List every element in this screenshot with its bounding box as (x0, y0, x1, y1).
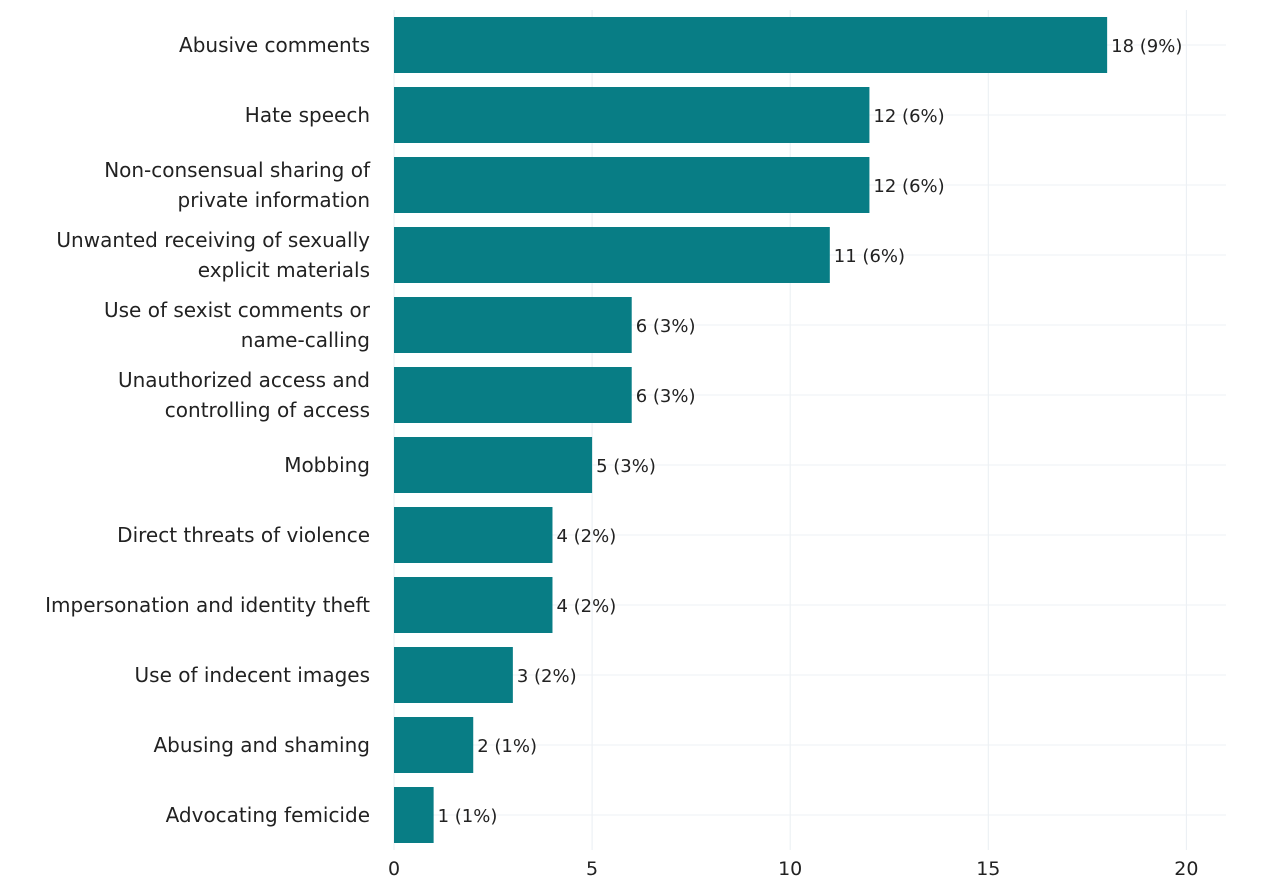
category-label-11: Advocating femicide (166, 803, 370, 827)
category-label-4: Use of sexist comments or name-calling (104, 298, 371, 352)
data-label-7: 4 (2%) (556, 526, 616, 547)
category-label-line: Impersonation and identity theft (45, 593, 370, 617)
category-label-6: Mobbing (284, 453, 370, 477)
x-tick-label-0: 0 (388, 858, 400, 880)
category-label-line: name-calling (241, 328, 370, 352)
category-label-8: Impersonation and identity theft (45, 593, 370, 617)
category-label-line: Use of indecent images (135, 663, 370, 687)
bar-10 (394, 717, 474, 773)
category-label-10: Abusing and shaming (153, 733, 370, 757)
category-label-line: Abusing and shaming (153, 733, 370, 757)
category-label-line: controlling of access (165, 398, 370, 422)
bar-4 (394, 297, 632, 353)
bar-5 (394, 367, 632, 423)
category-label-line: Advocating femicide (166, 803, 370, 827)
category-label-line: Use of sexist comments or (104, 298, 371, 322)
category-label-5: Unauthorized access and controlling of ac… (118, 368, 370, 422)
bars (394, 17, 1108, 843)
data-label-8: 4 (2%) (556, 596, 616, 617)
data-label-0: 18 (9%) (1111, 36, 1182, 57)
bar-0 (394, 17, 1108, 73)
data-label-11: 1 (1%) (438, 806, 498, 827)
x-tick-label-20: 20 (1174, 858, 1198, 880)
data-label-4: 6 (3%) (636, 316, 696, 337)
data-label-2: 12 (6%) (873, 176, 944, 197)
x-axis-tick-labels: 0 5 10 15 20 (388, 858, 1199, 880)
data-label-1: 12 (6%) (873, 106, 944, 127)
data-label-9: 3 (2%) (517, 666, 577, 687)
category-label-line: Mobbing (284, 453, 370, 477)
category-label-line: Unwanted receiving of sexually (56, 228, 370, 252)
data-label-3: 11 (6%) (834, 246, 905, 267)
category-label-0: Abusive comments (179, 33, 370, 57)
x-tick-label-5: 5 (586, 858, 598, 880)
category-label-3: Unwanted receiving of sexually explicit m… (56, 228, 370, 282)
data-label-6: 5 (3%) (596, 456, 656, 477)
bar-1 (394, 87, 870, 143)
category-label-line: Abusive comments (179, 33, 370, 57)
category-label-9: Use of indecent images (135, 663, 370, 687)
category-label-line: private information (178, 188, 371, 212)
category-labels: Abusive comments Hate speech Non-consensua… (45, 33, 371, 827)
x-tick-label-10: 10 (778, 858, 802, 880)
bar-7 (394, 507, 553, 563)
bar-3 (394, 227, 830, 283)
bar-2 (394, 157, 870, 213)
data-labels: 18 (9%) 12 (6%) 12 (6%) 11 (6%) 6 (3%) 6 (3%)… (438, 36, 1183, 827)
data-label-10: 2 (1%) (477, 736, 537, 757)
category-label-7: Direct threats of violence (117, 523, 370, 547)
category-label-line: Hate speech (245, 103, 370, 127)
category-label-line: Unauthorized access and (118, 368, 370, 392)
category-label-line: Direct threats of violence (117, 523, 370, 547)
x-tick-label-15: 15 (976, 858, 1000, 880)
bar-11 (394, 787, 434, 843)
category-label-line: Non-consensual sharing of (104, 158, 371, 182)
category-label-2: Non-consensual sharing of private informa… (104, 158, 371, 212)
bar-8 (394, 577, 553, 633)
bar-6 (394, 437, 593, 493)
bar-9 (394, 647, 513, 703)
category-label-1: Hate speech (245, 103, 370, 127)
data-label-5: 6 (3%) (636, 386, 696, 407)
category-label-line: explicit materials (198, 258, 370, 282)
